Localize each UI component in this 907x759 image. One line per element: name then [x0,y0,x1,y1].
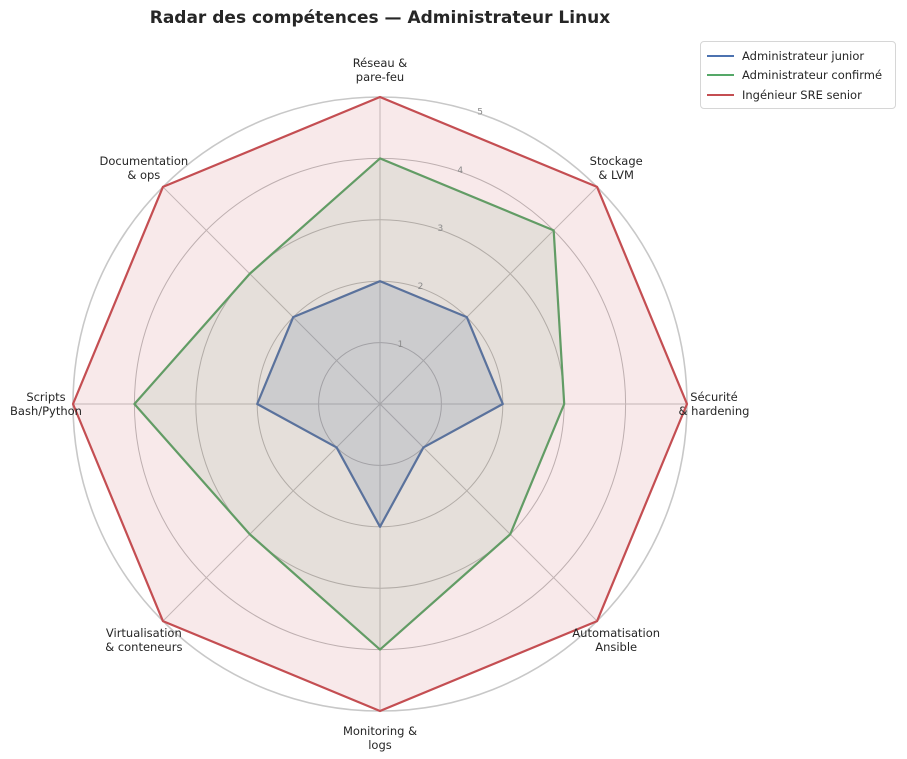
axis-label: Stockage & LVM [590,154,643,182]
legend: Administrateur junior Administrateur conf… [700,41,896,109]
radar-labels: 1 2 3 4 5 Réseau & pare-feu Stockage & LVM Sécuri… [10,56,749,752]
radial-tick-label: 1 [398,340,404,350]
axis-label: Monitoring & logs [343,724,417,752]
radar-series [71,95,689,713]
series-fill-1 [134,158,565,650]
radar-grid [72,96,688,712]
legend-item: Administrateur junior [707,46,889,66]
axis-label: Réseau & pare-feu [353,56,408,84]
axis-spoke [162,186,381,405]
legend-swatch [707,74,734,77]
radar-chart: 1 2 3 4 5 Réseau & pare-feu Stockage & LVM Sécuri… [10,56,749,752]
radial-tick-label: 3 [437,224,443,234]
radial-tick-label: 4 [457,166,463,176]
series-line-2 [71,95,689,713]
series-fill-2 [73,97,687,711]
radial-tick-label: 5 [477,108,483,118]
legend-item: Ingénieur SRE senior [707,85,889,105]
legend-item: Administrateur confirmé [707,66,889,86]
legend-label: Administrateur junior [742,48,865,63]
axis-label: Scripts Bash/Python [10,390,82,418]
series-line-0 [256,280,504,528]
axis-label: Virtualisation & conteneurs [105,626,182,654]
axis-label: Sécurité & hardening [679,390,750,418]
legend-swatch [707,54,734,57]
radial-tick-label: 2 [418,282,424,292]
legend-label: Ingénieur SRE senior [742,87,862,102]
chart-title: Radar des compétences — Administrateur L… [149,8,611,28]
axis-label: Automatisation Ansible [572,626,660,654]
axis-spoke [162,403,381,622]
series-line-1 [133,157,566,651]
legend-swatch [707,93,734,96]
legend-label: Administrateur confirmé [742,68,883,83]
axis-spoke [379,403,598,622]
axis-spoke [379,186,598,405]
series-fill-0 [257,281,503,527]
axis-label: Documentation & ops [99,154,188,182]
